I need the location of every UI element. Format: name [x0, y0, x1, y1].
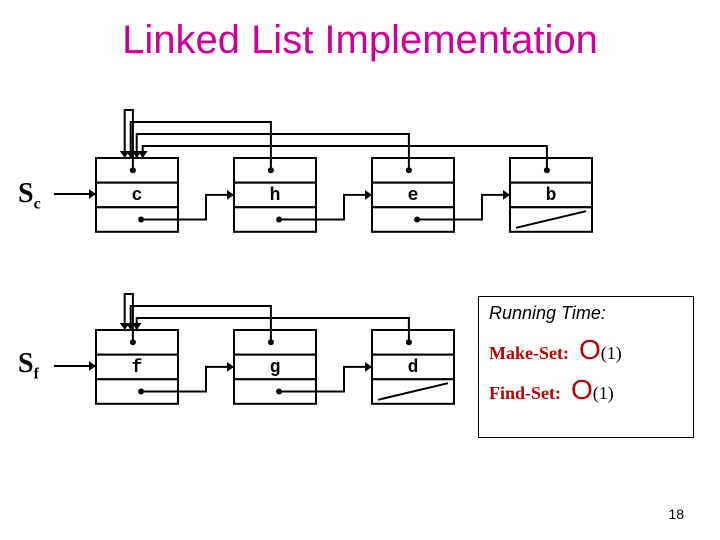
- svg-text:f: f: [132, 358, 143, 378]
- svg-text:h: h: [270, 186, 281, 206]
- svg-text:b: b: [546, 186, 557, 206]
- svg-text:d: d: [408, 358, 419, 378]
- linked-list-diagram: c h e b f g d: [0, 0, 720, 540]
- svg-text:e: e: [408, 186, 419, 206]
- svg-text:g: g: [270, 358, 281, 378]
- running-time-title: Running Time:: [489, 303, 683, 324]
- rt-label-makeset: Make-Set:: [489, 343, 569, 364]
- running-time-row: Find-Set: O(1): [489, 374, 683, 406]
- rt-value-findset: O(1): [571, 374, 614, 406]
- svg-text:c: c: [132, 186, 143, 206]
- running-time-box: Running Time: Make-Set: O(1) Find-Set: O…: [478, 296, 694, 438]
- rt-label-findset: Find-Set:: [489, 383, 561, 404]
- page-number: 18: [668, 506, 684, 522]
- running-time-row: Make-Set: O(1): [489, 334, 683, 366]
- rt-value-makeset: O(1): [579, 334, 622, 366]
